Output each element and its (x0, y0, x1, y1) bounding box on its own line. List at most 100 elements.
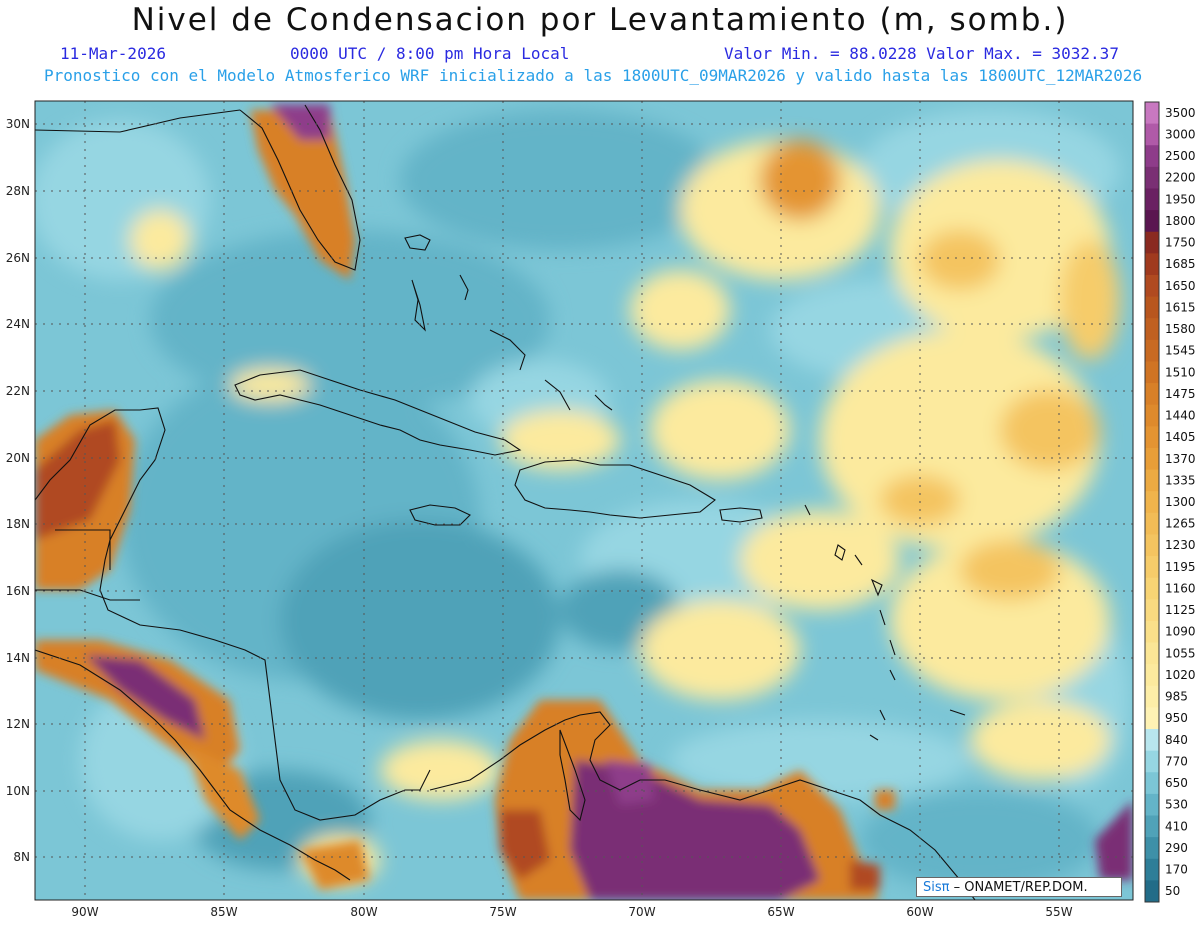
colorbar-swatch (1145, 404, 1159, 427)
colorbar-label: 950 (1165, 711, 1188, 725)
colorbar: 3500 3000 2500 2200 1950 1800 1750 1685 1650 1615… (1144, 101, 1196, 903)
lat-label: 16N (6, 584, 30, 598)
lon-label: 65W (767, 905, 794, 919)
colorbar-swatch (1145, 491, 1159, 514)
shaded-field (35, 101, 1133, 900)
colorbar-label: 1090 (1165, 625, 1196, 639)
colorbar-swatch (1145, 145, 1159, 168)
colorbar-swatch (1145, 102, 1159, 125)
colorbar-label: 2500 (1165, 149, 1196, 163)
lon-label: 55W (1045, 905, 1072, 919)
colorbar-swatch (1145, 534, 1159, 557)
lat-label: 12N (6, 717, 30, 731)
coastlines (35, 104, 976, 900)
colorbar-swatch (1145, 231, 1159, 254)
colorbar-label: 1750 (1165, 236, 1196, 250)
colorbar-label: 1800 (1165, 214, 1196, 228)
colorbar-label: 1125 (1165, 603, 1196, 617)
longitude-labels: 90W 85W 80W 75W 70W 65W 60W 55W (71, 905, 1072, 919)
colorbar-label: 1475 (1165, 387, 1196, 401)
colorbar-swatch (1145, 274, 1159, 298)
colorbar-label: 1405 (1165, 430, 1196, 444)
colorbar-label: 650 (1165, 776, 1188, 790)
colorbar-label: 1195 (1165, 560, 1196, 574)
lat-label: 14N (6, 651, 30, 665)
colorbar-label: 1020 (1165, 668, 1196, 682)
model-info-line: Pronostico con el Modelo Atmosferico WRF… (44, 66, 1143, 85)
lat-label: 22N (6, 384, 30, 398)
lat-label: 10N (6, 784, 30, 798)
colorbar-swatch (1145, 620, 1159, 644)
colorbar-label: 170 (1165, 863, 1188, 877)
colorbar-label: 1265 (1165, 517, 1196, 531)
colorbar-label: 50 (1165, 884, 1180, 898)
colorbar-label: 290 (1165, 841, 1188, 855)
graticule (35, 101, 1133, 900)
colorbar-swatch (1145, 512, 1159, 535)
forecast-date: 11-Mar-2026 (60, 44, 166, 63)
colorbar-swatch (1145, 166, 1159, 189)
lat-label: 20N (6, 451, 30, 465)
colorbar-swatch (1145, 793, 1159, 817)
credit-text: – ONAMET/REP.DOM. (949, 880, 1088, 895)
colorbar-label: 1580 (1165, 322, 1196, 336)
colorbar-swatch (1145, 426, 1159, 449)
colorbar-label: 1230 (1165, 538, 1196, 552)
colorbar-label: 1545 (1165, 344, 1196, 358)
colorbar-swatch (1145, 188, 1159, 211)
min-max-values: Valor Min. = 88.0228 Valor Max. = 3032.3… (724, 44, 1119, 63)
colorbar-swatch (1145, 772, 1159, 795)
map-title: Nivel de Condensacion por Levantamiento … (131, 2, 1069, 38)
colorbar-label: 1650 (1165, 279, 1196, 293)
colorbar-swatch (1145, 858, 1159, 881)
lat-label: 28N (6, 184, 30, 198)
lat-label: 24N (6, 317, 30, 331)
latitude-labels: 30N 28N 26N 24N 22N 20N 18N 16N 14N 12N … (6, 117, 30, 864)
map-frame (34, 100, 1134, 901)
colorbar-swatch (1145, 664, 1159, 687)
lat-label: 26N (6, 251, 30, 265)
colorbar-swatch (1145, 123, 1159, 146)
lon-label: 75W (489, 905, 516, 919)
colorbar-swatch (1145, 837, 1159, 860)
colorbar-swatch (1145, 296, 1159, 319)
colorbar-swatch (1145, 880, 1159, 903)
colorbar-label: 1440 (1165, 409, 1196, 423)
colorbar-label: 3500 (1165, 106, 1196, 120)
colorbar-label: 3000 (1165, 127, 1196, 141)
lon-label: 70W (628, 905, 655, 919)
colorbar-swatch (1145, 469, 1159, 492)
colorbar-label: 410 (1165, 819, 1188, 833)
colorbar-swatch (1145, 642, 1159, 665)
colorbar-swatch (1145, 383, 1159, 406)
colorbar-label: 530 (1165, 798, 1188, 812)
colorbar-swatch (1145, 815, 1159, 838)
colorbar-swatch (1145, 556, 1159, 579)
colorbar-swatch (1145, 210, 1159, 233)
colorbar-frame (1144, 101, 1160, 903)
colorbar-label: 985 (1165, 690, 1188, 704)
colorbar-label: 1685 (1165, 257, 1196, 271)
colorbar-label: 1950 (1165, 192, 1196, 206)
lon-label: 90W (71, 905, 98, 919)
colorbar-swatch (1145, 339, 1159, 362)
colorbar-label: 1370 (1165, 452, 1196, 466)
colorbar-swatch (1145, 750, 1159, 773)
colorbar-swatch (1145, 685, 1159, 708)
colorbar-label: 1055 (1165, 646, 1196, 660)
colorbar-swatch (1145, 707, 1159, 730)
lon-label: 85W (210, 905, 237, 919)
colorbar-label: 2200 (1165, 171, 1196, 185)
colorbar-label: 1510 (1165, 365, 1196, 379)
lat-label: 8N (13, 850, 30, 864)
lat-label: 30N (6, 117, 30, 131)
colorbar-swatch (1145, 729, 1159, 752)
colorbar-swatch (1145, 361, 1159, 384)
colorbar-swatch (1145, 253, 1159, 276)
lat-label: 18N (6, 517, 30, 531)
colorbar-label: 1335 (1165, 473, 1196, 487)
credit-box: Sisπ – ONAMET/REP.DOM. (916, 877, 1122, 897)
lon-label: 80W (350, 905, 377, 919)
colorbar-swatch (1145, 447, 1159, 471)
